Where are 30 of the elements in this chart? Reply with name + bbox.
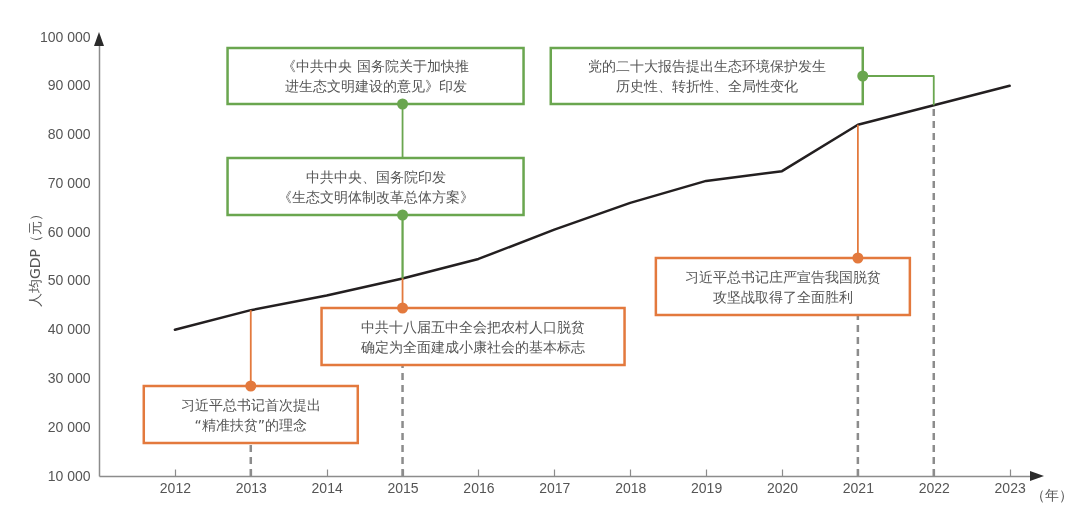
y-tick-label: 80 000 xyxy=(47,126,91,143)
x-axis-title: （年） xyxy=(1030,486,1073,503)
y-axis-title: 人均GDP（元） xyxy=(26,206,43,308)
x-tick-label: 2017 xyxy=(539,479,571,496)
y-tick-label: 70 000 xyxy=(47,174,91,191)
x-tick-label: 2013 xyxy=(235,479,268,496)
y-tick-label: 20 000 xyxy=(47,418,91,435)
annotation: 中共十八届五中全会把农村人口脱贫确定为全面建成小康社会的基本标志 xyxy=(360,318,586,355)
x-tick-label: 2018 xyxy=(615,479,647,496)
x-tick-label: 2015 xyxy=(387,479,419,496)
x-tick-label: 2021 xyxy=(842,479,875,496)
x-tick-label: 2020 xyxy=(766,479,799,496)
x-tick-label: 2014 xyxy=(311,479,343,496)
y-tick-label: 10 000 xyxy=(47,467,91,484)
annotation: 《中共中央 国务院关于加快推进生态文明建设的意见》印发 xyxy=(282,58,469,94)
annotation: 党的二十大报告提出生态环境保护发生历史性、转折性、全局性变化 xyxy=(587,58,826,94)
x-tick-label: 2012 xyxy=(159,479,192,496)
x-tick-label: 2022 xyxy=(918,479,951,496)
x-tick-label: 2023 xyxy=(994,479,1026,496)
y-tick-label: 50 000 xyxy=(47,272,91,289)
y-tick-label: 40 000 xyxy=(47,321,91,338)
annotation: 中共中央、国务院印发《生态文明体制改革总体方案》 xyxy=(277,168,474,205)
annotation: 习近平总书记首次提出“精准扶贫”的理念 xyxy=(180,396,321,433)
y-tick-label: 100 000 xyxy=(39,28,91,45)
annotation: 习近平总书记庄严宣告我国脱贫攻坚战取得了全面胜利 xyxy=(684,268,881,305)
x-tick-label: 2019 xyxy=(691,479,723,496)
y-tick-label: 60 000 xyxy=(47,223,91,240)
y-tick-label: 90 000 xyxy=(47,77,91,94)
y-tick-label: 30 000 xyxy=(47,369,91,386)
x-tick-label: 2016 xyxy=(463,479,495,496)
